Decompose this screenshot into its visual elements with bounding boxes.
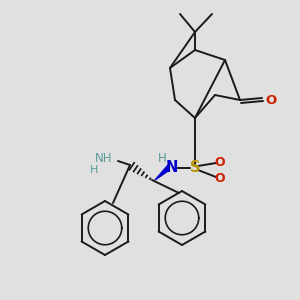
Text: H: H xyxy=(90,165,98,175)
Text: O: O xyxy=(215,155,225,169)
Text: N: N xyxy=(166,160,178,175)
Text: S: S xyxy=(190,160,200,175)
Text: O: O xyxy=(215,172,225,184)
Text: H: H xyxy=(158,152,166,164)
Text: O: O xyxy=(266,94,277,106)
Polygon shape xyxy=(155,165,168,180)
Text: NH: NH xyxy=(95,152,113,164)
